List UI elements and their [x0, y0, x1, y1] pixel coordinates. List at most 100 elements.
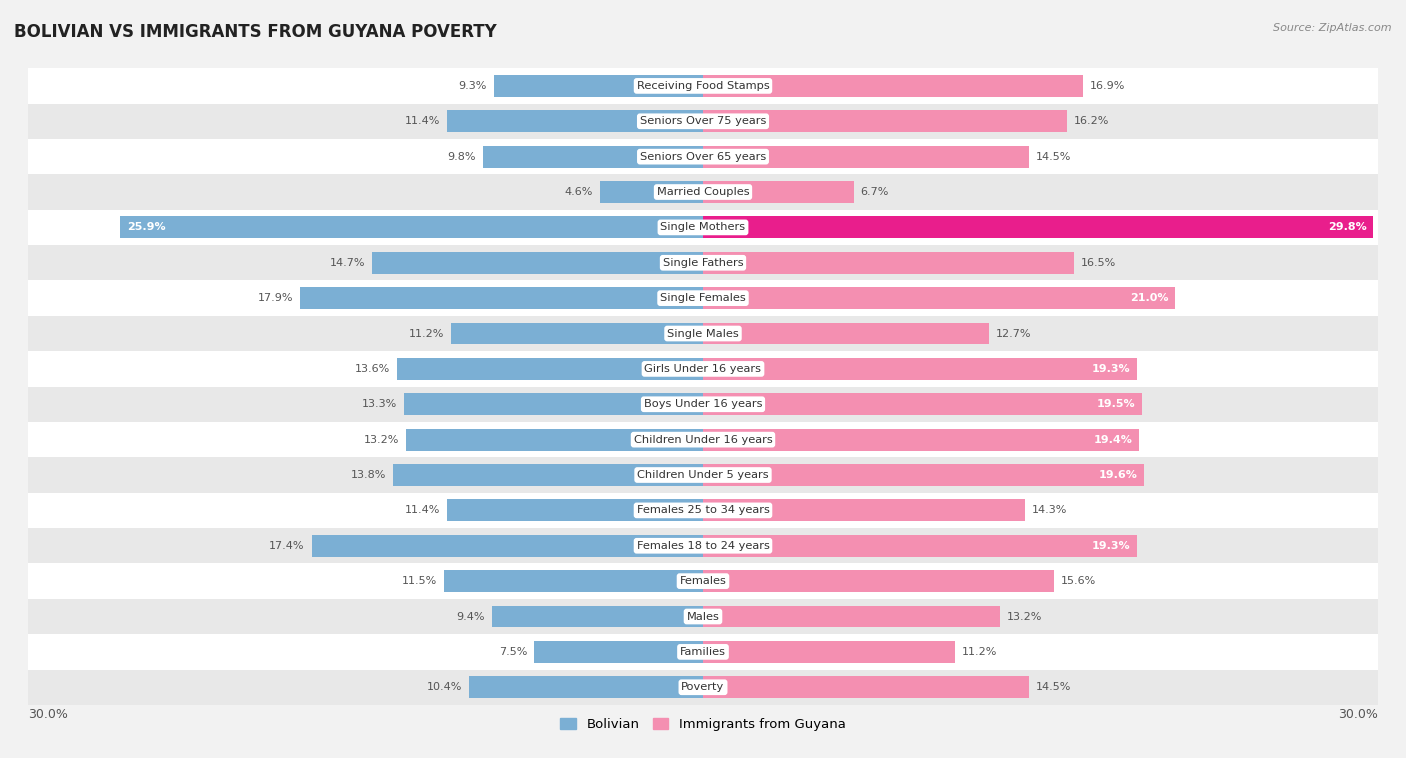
- Text: Poverty: Poverty: [682, 682, 724, 692]
- Text: 19.4%: 19.4%: [1094, 434, 1133, 445]
- Text: 13.8%: 13.8%: [350, 470, 385, 480]
- Text: Receiving Food Stamps: Receiving Food Stamps: [637, 81, 769, 91]
- Text: 11.2%: 11.2%: [962, 647, 997, 657]
- Bar: [28, 245, 1378, 280]
- Text: 9.4%: 9.4%: [457, 612, 485, 622]
- Text: Children Under 5 years: Children Under 5 years: [637, 470, 769, 480]
- Bar: [703, 464, 1144, 486]
- Bar: [28, 599, 1378, 634]
- Bar: [703, 181, 853, 203]
- Bar: [599, 181, 703, 203]
- Bar: [703, 252, 1074, 274]
- Text: 11.2%: 11.2%: [409, 328, 444, 339]
- Bar: [703, 500, 1025, 522]
- Bar: [494, 75, 703, 97]
- Text: 9.3%: 9.3%: [458, 81, 486, 91]
- Bar: [703, 323, 988, 344]
- Bar: [482, 146, 703, 168]
- Text: 12.7%: 12.7%: [995, 328, 1031, 339]
- Bar: [28, 387, 1378, 422]
- Text: Single Females: Single Females: [661, 293, 745, 303]
- Text: 13.3%: 13.3%: [361, 399, 396, 409]
- Text: 30.0%: 30.0%: [1339, 709, 1378, 722]
- Bar: [703, 535, 1137, 556]
- Bar: [28, 457, 1378, 493]
- Bar: [121, 217, 703, 238]
- Text: Source: ZipAtlas.com: Source: ZipAtlas.com: [1274, 23, 1392, 33]
- Bar: [470, 676, 703, 698]
- Text: Families: Families: [681, 647, 725, 657]
- Text: 16.9%: 16.9%: [1090, 81, 1125, 91]
- Text: 7.5%: 7.5%: [499, 647, 527, 657]
- Text: 21.0%: 21.0%: [1130, 293, 1168, 303]
- Bar: [703, 146, 1029, 168]
- Bar: [373, 252, 703, 274]
- Bar: [703, 75, 1083, 97]
- Text: 16.5%: 16.5%: [1081, 258, 1116, 268]
- Text: 4.6%: 4.6%: [564, 187, 593, 197]
- Bar: [301, 287, 703, 309]
- Bar: [492, 606, 703, 628]
- Text: 19.6%: 19.6%: [1098, 470, 1137, 480]
- Text: 17.9%: 17.9%: [259, 293, 294, 303]
- Bar: [703, 676, 1029, 698]
- Text: 15.6%: 15.6%: [1060, 576, 1095, 586]
- Bar: [28, 563, 1378, 599]
- Bar: [404, 393, 703, 415]
- Bar: [28, 139, 1378, 174]
- Text: Seniors Over 65 years: Seniors Over 65 years: [640, 152, 766, 161]
- Bar: [406, 429, 703, 450]
- Text: 13.6%: 13.6%: [356, 364, 391, 374]
- Bar: [28, 669, 1378, 705]
- Text: 13.2%: 13.2%: [1007, 612, 1042, 622]
- Text: 19.3%: 19.3%: [1092, 540, 1130, 551]
- Bar: [703, 217, 1374, 238]
- Bar: [703, 358, 1137, 380]
- Bar: [28, 174, 1378, 210]
- Bar: [396, 358, 703, 380]
- Bar: [28, 280, 1378, 316]
- Text: 13.2%: 13.2%: [364, 434, 399, 445]
- Text: Boys Under 16 years: Boys Under 16 years: [644, 399, 762, 409]
- Text: Males: Males: [686, 612, 720, 622]
- Text: Single Fathers: Single Fathers: [662, 258, 744, 268]
- Text: 9.8%: 9.8%: [447, 152, 475, 161]
- Bar: [447, 111, 703, 132]
- Text: Single Mothers: Single Mothers: [661, 222, 745, 233]
- Bar: [703, 606, 1000, 628]
- Bar: [28, 68, 1378, 104]
- Text: 10.4%: 10.4%: [427, 682, 463, 692]
- Text: Married Couples: Married Couples: [657, 187, 749, 197]
- Bar: [28, 104, 1378, 139]
- Text: BOLIVIAN VS IMMIGRANTS FROM GUYANA POVERTY: BOLIVIAN VS IMMIGRANTS FROM GUYANA POVER…: [14, 23, 496, 41]
- Text: 29.8%: 29.8%: [1327, 222, 1367, 233]
- Bar: [703, 570, 1054, 592]
- Text: Girls Under 16 years: Girls Under 16 years: [644, 364, 762, 374]
- Bar: [28, 493, 1378, 528]
- Text: Seniors Over 75 years: Seniors Over 75 years: [640, 116, 766, 127]
- Bar: [28, 210, 1378, 245]
- Text: 25.9%: 25.9%: [127, 222, 166, 233]
- Text: 17.4%: 17.4%: [270, 540, 305, 551]
- Bar: [28, 422, 1378, 457]
- Bar: [703, 287, 1175, 309]
- Legend: Bolivian, Immigrants from Guyana: Bolivian, Immigrants from Guyana: [555, 713, 851, 737]
- Text: 14.3%: 14.3%: [1032, 506, 1067, 515]
- Text: 14.5%: 14.5%: [1036, 682, 1071, 692]
- Text: Single Males: Single Males: [666, 328, 740, 339]
- Text: 30.0%: 30.0%: [28, 709, 67, 722]
- Text: Females: Females: [679, 576, 727, 586]
- Bar: [703, 429, 1139, 450]
- Text: 14.5%: 14.5%: [1036, 152, 1071, 161]
- Bar: [28, 351, 1378, 387]
- Bar: [312, 535, 703, 556]
- Bar: [28, 528, 1378, 563]
- Bar: [28, 634, 1378, 669]
- Text: 19.3%: 19.3%: [1092, 364, 1130, 374]
- Text: Females 25 to 34 years: Females 25 to 34 years: [637, 506, 769, 515]
- Bar: [703, 393, 1142, 415]
- Text: 11.5%: 11.5%: [402, 576, 437, 586]
- Text: 11.4%: 11.4%: [405, 116, 440, 127]
- Text: Females 18 to 24 years: Females 18 to 24 years: [637, 540, 769, 551]
- Text: 11.4%: 11.4%: [405, 506, 440, 515]
